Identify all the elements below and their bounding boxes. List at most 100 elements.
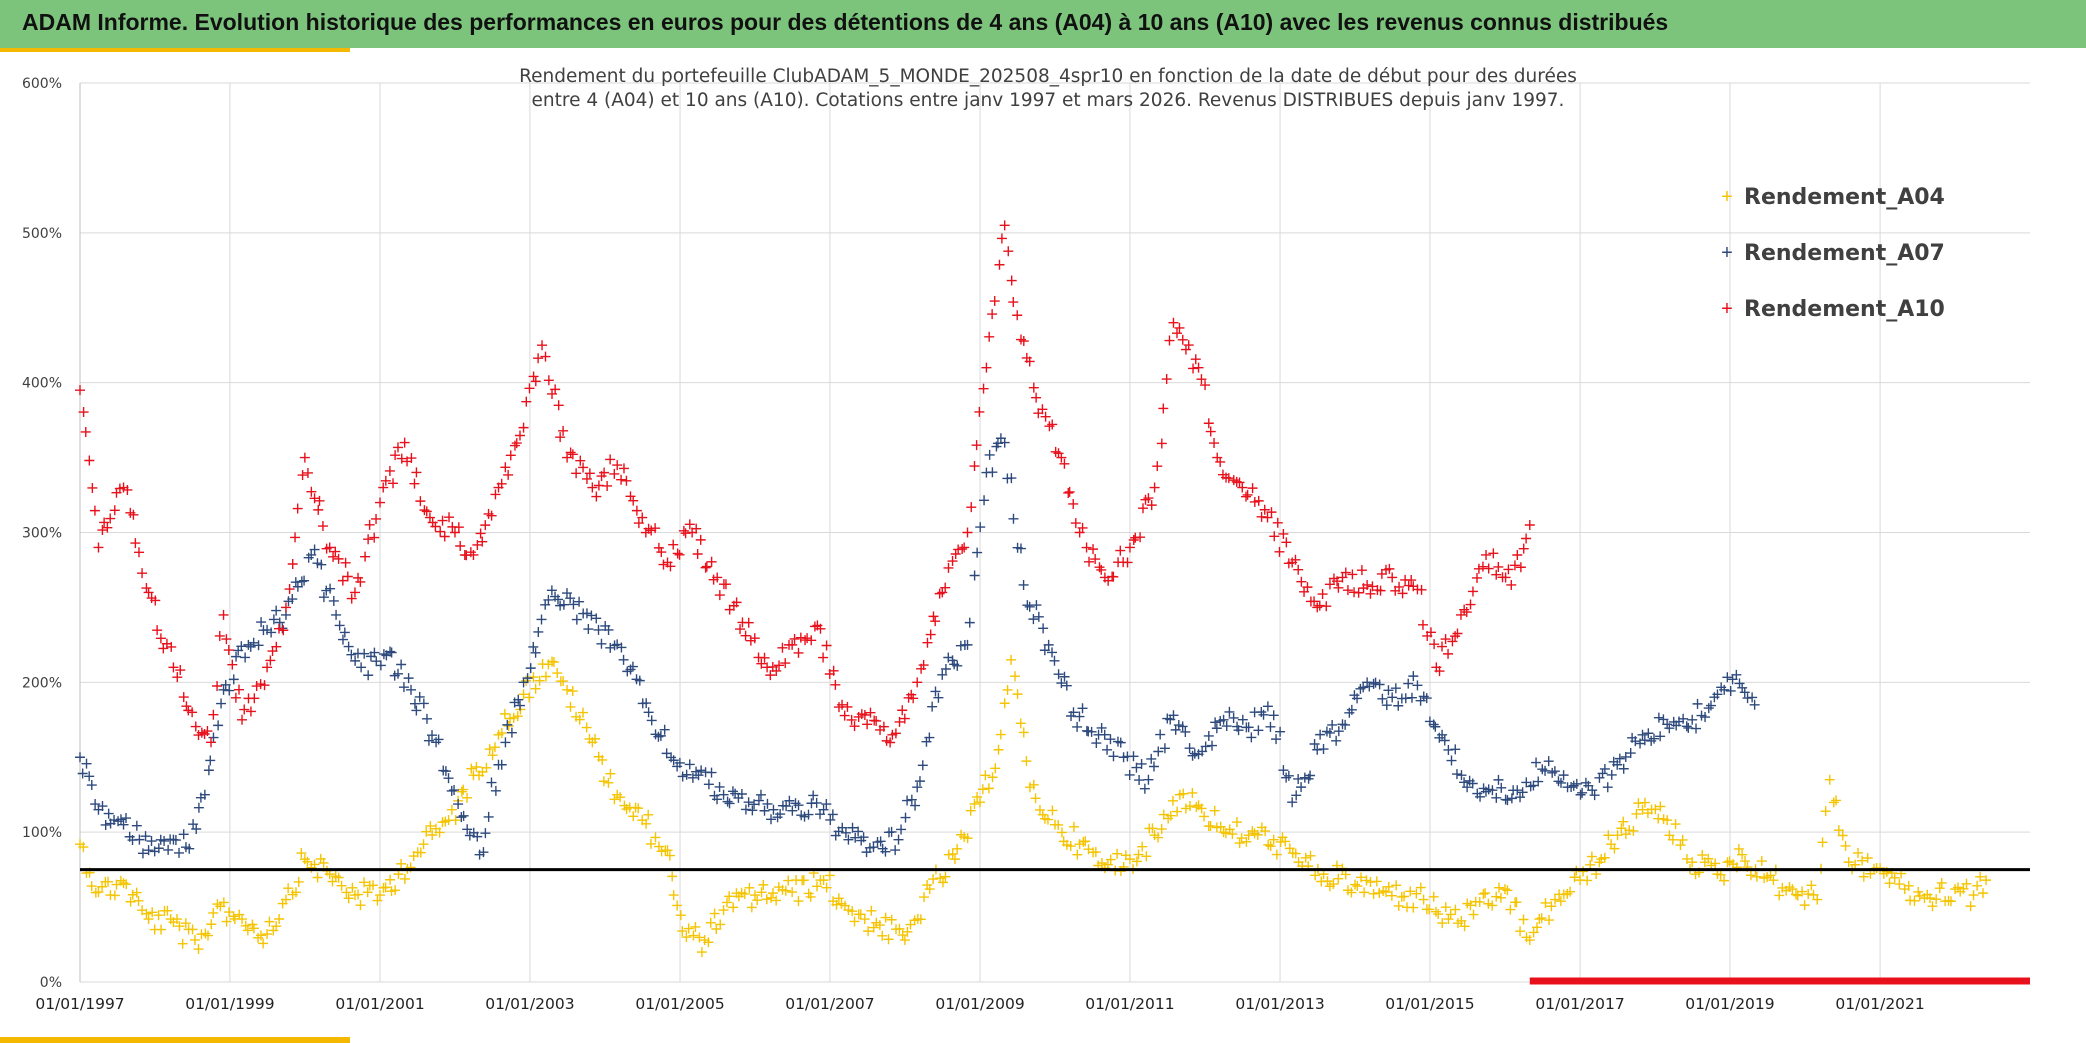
- data-point: [1218, 827, 1229, 838]
- data-point: [1358, 682, 1369, 693]
- data-point: [1184, 743, 1195, 754]
- data-point: [765, 670, 776, 681]
- data-point: [684, 519, 695, 530]
- data-point: [265, 655, 276, 666]
- data-point: [1137, 503, 1148, 514]
- data-point: [362, 887, 373, 898]
- data-point: [1281, 772, 1292, 783]
- data-point: [1133, 849, 1144, 860]
- data-point: [905, 919, 916, 930]
- data-point: [758, 879, 769, 890]
- data-point: [1524, 520, 1535, 531]
- data-point: [421, 826, 432, 837]
- data-point: [653, 731, 664, 742]
- data-point: [937, 877, 948, 888]
- data-point: [583, 624, 594, 635]
- data-point: [995, 729, 1006, 740]
- data-point: [714, 781, 725, 792]
- data-point: [965, 805, 976, 816]
- data-point: [393, 668, 404, 679]
- data-point: [1428, 891, 1439, 902]
- data-point: [199, 789, 210, 800]
- data-point: [262, 929, 273, 940]
- data-point: [842, 701, 853, 712]
- data-point: [1233, 725, 1244, 736]
- data-point: [522, 673, 533, 684]
- data-point: [1739, 687, 1750, 698]
- data-point: [1271, 849, 1282, 860]
- data-point: [418, 839, 429, 850]
- data-point: [1831, 795, 1842, 806]
- data-point: [552, 594, 563, 605]
- data-point: [1305, 850, 1316, 861]
- data-point: [650, 832, 661, 843]
- data-point: [1015, 718, 1026, 729]
- data-point: [208, 732, 219, 743]
- data-point: [740, 804, 751, 815]
- data-point: [414, 691, 425, 702]
- data-point: [353, 572, 364, 583]
- data-point: [1528, 927, 1539, 938]
- chart-subtitle-line-1: Rendement du portefeuille ClubADAM_5_MON…: [519, 66, 1577, 87]
- data-point: [798, 875, 809, 886]
- data-point: [1517, 787, 1528, 798]
- data-point: [253, 640, 264, 651]
- data-point: [718, 789, 729, 800]
- data-point: [1188, 363, 1199, 374]
- data-point: [1187, 750, 1198, 761]
- data-point: [1731, 669, 1742, 680]
- data-point: [166, 641, 177, 652]
- data-point: [103, 876, 114, 887]
- data-point: [849, 721, 860, 732]
- data-point: [1415, 882, 1426, 893]
- data-point: [430, 521, 441, 532]
- data-point: [768, 804, 779, 815]
- data-point: [143, 914, 154, 925]
- data-point: [306, 486, 317, 497]
- data-point: [565, 593, 576, 604]
- data-point: [1487, 785, 1498, 796]
- data-point: [353, 889, 364, 900]
- data-point: [1968, 890, 1979, 901]
- data-point: [1502, 885, 1513, 896]
- data-point: [325, 583, 336, 594]
- data-point: [1177, 334, 1188, 345]
- data-point: [1737, 682, 1748, 693]
- data-point: [237, 714, 248, 725]
- data-point: [984, 449, 995, 460]
- data-point: [496, 759, 507, 770]
- data-point: [1024, 356, 1035, 367]
- data-point: [1322, 876, 1333, 887]
- data-point: [1715, 869, 1726, 880]
- data-point: [1751, 871, 1762, 882]
- data-point: [1207, 740, 1218, 751]
- data-point: [1586, 851, 1597, 862]
- data-point: [1797, 886, 1808, 897]
- data-point: [533, 353, 544, 364]
- data-point: [147, 907, 158, 918]
- data-point: [1135, 532, 1146, 543]
- data-point: [1364, 681, 1375, 692]
- data-point: [886, 914, 897, 925]
- data-point: [731, 597, 742, 608]
- data-point: [334, 620, 345, 631]
- data-point: [480, 828, 491, 839]
- data-point: [787, 887, 798, 898]
- data-point: [537, 340, 548, 351]
- data-point: [259, 680, 270, 691]
- data-point: [339, 627, 350, 638]
- data-point: [1012, 689, 1023, 700]
- legend-item-a04: + Rendement_A04: [1721, 185, 1945, 210]
- data-point: [1148, 761, 1159, 772]
- data-point: [930, 616, 941, 627]
- data-point: [131, 820, 142, 831]
- data-point: [875, 836, 886, 847]
- data-point: [1931, 894, 1942, 905]
- data-point: [227, 659, 238, 670]
- data-point: [1475, 791, 1486, 802]
- data-point: [231, 651, 242, 662]
- data-point: [681, 769, 692, 780]
- data-point: [1850, 859, 1861, 870]
- data-point: [1459, 921, 1470, 932]
- data-point: [1269, 531, 1280, 542]
